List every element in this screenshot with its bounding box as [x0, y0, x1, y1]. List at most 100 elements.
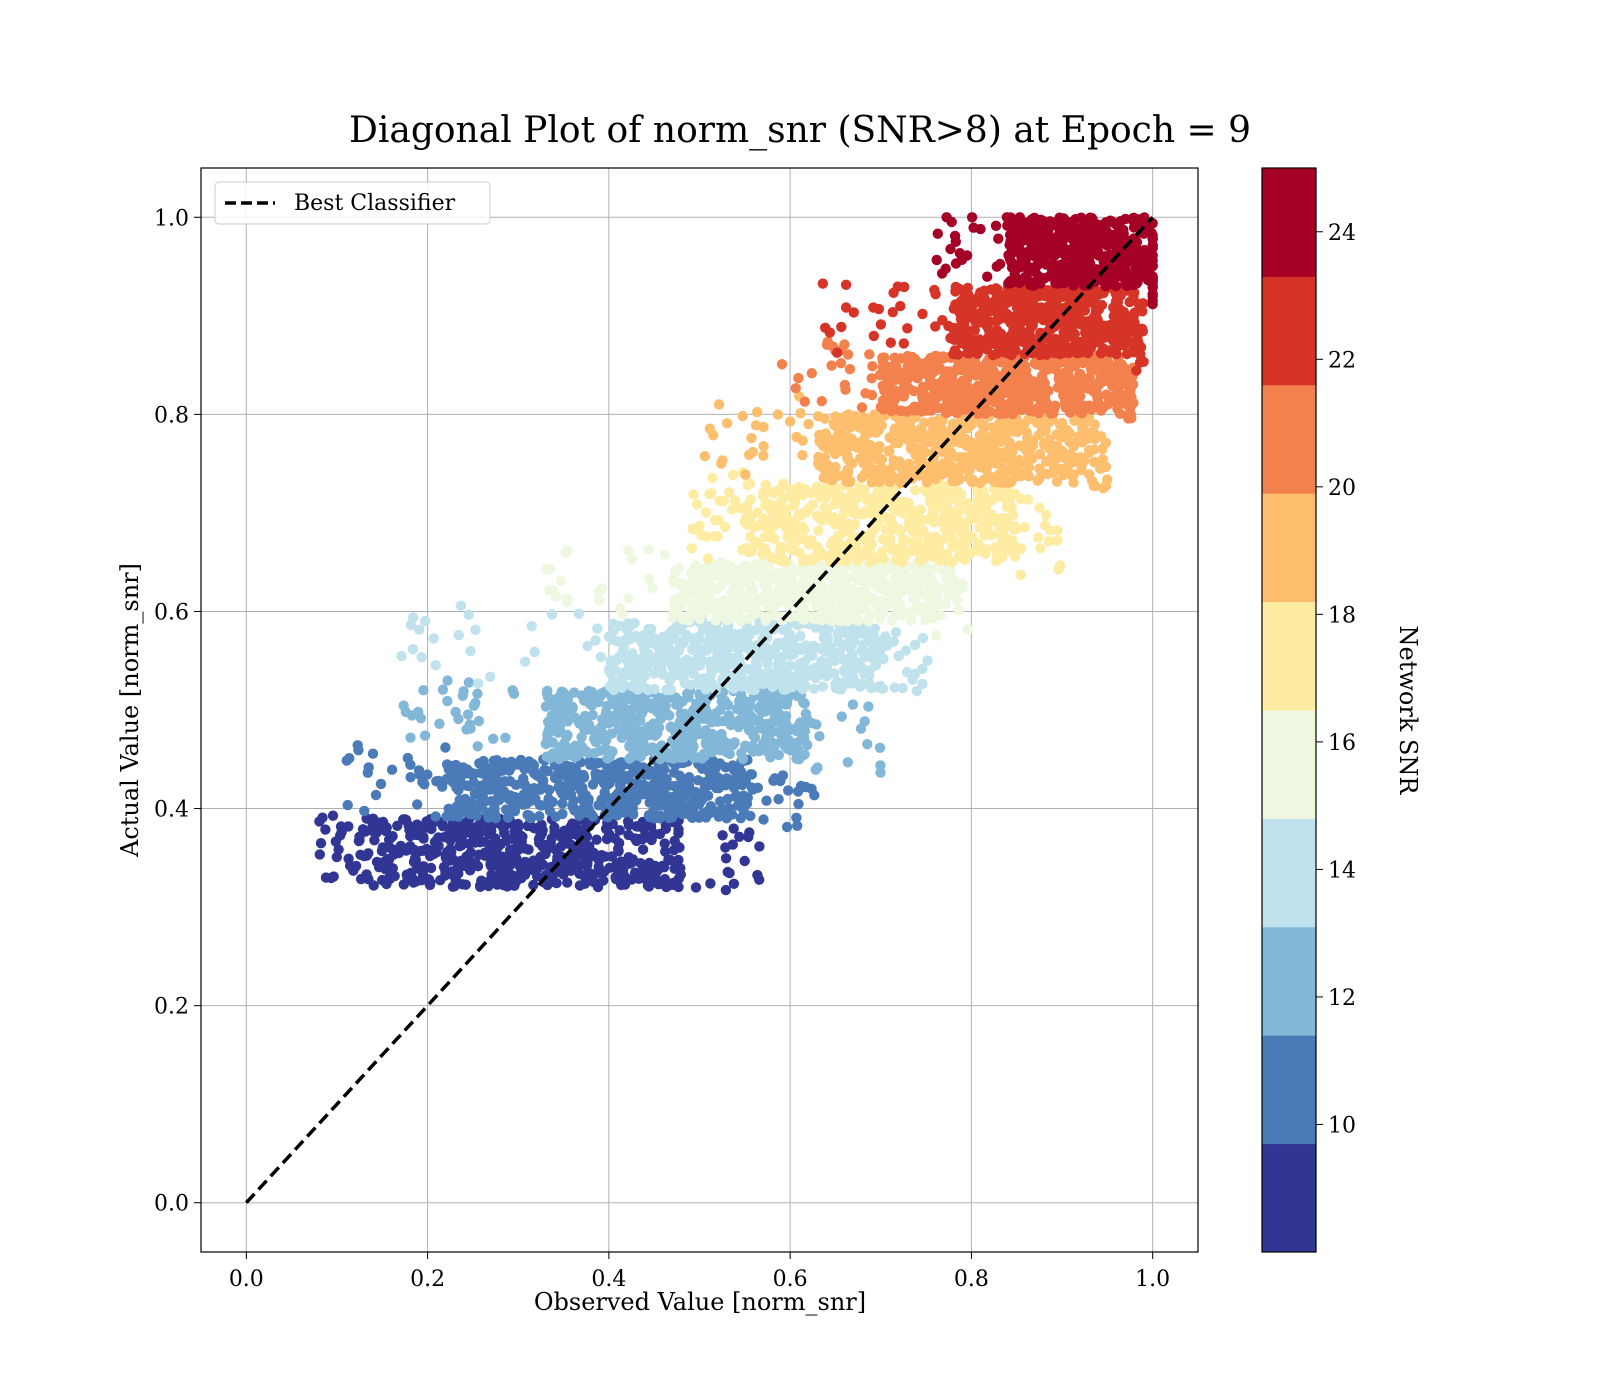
scatter-point: [765, 752, 776, 763]
scatter-point: [371, 856, 383, 868]
scatter-point: [527, 758, 538, 770]
scatter-point: [848, 635, 859, 647]
scatter-point: [877, 607, 889, 619]
scatter-point: [958, 452, 969, 463]
scatter-point: [780, 556, 791, 567]
scatter-point: [357, 824, 369, 835]
scatter-point: [592, 769, 604, 780]
scatter-point: [1087, 385, 1098, 396]
scatter-point: [716, 458, 727, 469]
scatter-point: [462, 826, 473, 838]
scatter-point: [787, 681, 798, 693]
scatter-point: [772, 701, 784, 712]
scatter-point: [909, 354, 921, 365]
scatter-point: [1120, 396, 1131, 407]
scatter-point: [521, 798, 532, 809]
scatter-point: [342, 799, 353, 811]
scatter-point: [567, 702, 578, 714]
scatter-point: [641, 683, 653, 695]
scatter-point: [1073, 431, 1084, 442]
scatter-point: [730, 575, 741, 587]
scatter-point: [645, 721, 656, 732]
scatter-point: [363, 762, 374, 773]
scatter-point: [775, 590, 786, 601]
scatter-point: [901, 667, 913, 678]
scatter-point: [669, 835, 680, 847]
scatter-point: [623, 852, 634, 863]
scatter-point: [327, 810, 339, 821]
scatter-point: [1053, 564, 1064, 575]
scatter-point: [875, 767, 886, 778]
scatter-point: [643, 544, 654, 555]
scatter-point: [761, 612, 773, 623]
scatter-point: [659, 774, 670, 785]
scatter-point: [557, 798, 568, 809]
scatter-point: [540, 848, 551, 860]
scatter-point: [885, 432, 896, 444]
scatter-point: [578, 769, 589, 781]
scatter-point: [1043, 289, 1055, 300]
scatter-point: [631, 664, 643, 675]
scatter-point: [1052, 535, 1063, 546]
scatter-point: [1102, 322, 1114, 334]
scatter-point: [972, 380, 983, 392]
scatter-point: [587, 709, 598, 721]
scatter-point: [681, 629, 692, 640]
scatter-point: [880, 524, 891, 535]
scatter-point: [721, 418, 733, 429]
scatter-point: [806, 368, 817, 379]
scatter-point: [727, 469, 739, 481]
scatter-point: [587, 811, 599, 822]
scatter-point: [1061, 378, 1073, 389]
chart-title: Diagonal Plot of norm_snr (SNR>8) at Epo…: [349, 110, 1251, 151]
scatter-point: [608, 759, 619, 771]
scatter-point: [848, 597, 860, 608]
scatter-point: [909, 484, 921, 496]
scatter-point: [737, 753, 749, 765]
scatter-point: [512, 822, 524, 833]
scatter-point: [418, 833, 429, 844]
scatter-point: [633, 873, 645, 884]
scatter-point: [445, 843, 456, 855]
scatter-point: [576, 690, 588, 701]
scatter-point: [856, 678, 867, 689]
scatter-point: [331, 851, 342, 863]
scatter-point: [735, 813, 746, 824]
scatter-point: [797, 450, 808, 461]
scatter-point: [428, 633, 439, 644]
scatter-point: [720, 853, 732, 864]
scatter-point: [377, 874, 388, 886]
scatter-point: [689, 636, 700, 647]
scatter-point: [355, 849, 366, 860]
scatter-point: [799, 656, 810, 668]
scatter-point: [1042, 364, 1054, 375]
scatter-point: [608, 684, 619, 696]
scatter-point: [708, 571, 719, 582]
scatter-point: [878, 404, 889, 415]
scatter-point: [627, 726, 639, 737]
scatter-point: [490, 813, 501, 824]
scatter-point: [646, 793, 657, 804]
scatter-point: [612, 843, 624, 855]
scatter-point: [889, 423, 901, 434]
scatter-point: [1062, 369, 1074, 380]
scatter-point: [876, 546, 888, 558]
scatter-point: [605, 667, 616, 679]
scatter-point: [412, 799, 423, 810]
scatter-point: [877, 356, 889, 367]
scatter-point: [662, 802, 673, 813]
scatter-point: [437, 684, 449, 695]
scatter-point: [468, 700, 480, 711]
scatter-point: [777, 624, 788, 635]
scatter-point: [998, 421, 1009, 433]
scatter-point: [762, 705, 773, 716]
scatter-point: [562, 877, 573, 888]
scatter-point: [1072, 384, 1083, 396]
scatter-point: [384, 842, 395, 853]
scatter-point: [555, 576, 567, 587]
scatter-point: [767, 681, 778, 693]
scatter-point: [794, 528, 805, 539]
scatter-point: [737, 410, 748, 422]
scatter-point: [917, 633, 929, 644]
scatter-point: [489, 833, 501, 844]
